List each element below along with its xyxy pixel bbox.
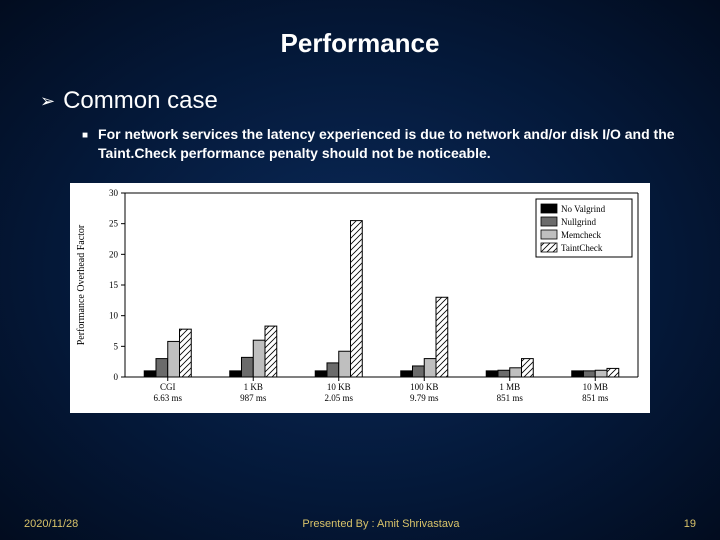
svg-text:15: 15 (109, 280, 119, 290)
performance-chart: 0 5 10 15 20 25 30 Performance Overhead Factor C… (70, 183, 650, 413)
square-bullet-icon: ■ (82, 125, 88, 145)
svg-text:CGI: CGI (160, 382, 176, 392)
svg-text:Nullgrind: Nullgrind (561, 217, 596, 227)
content-area: ➢ Common case ■ For network services the… (0, 59, 720, 413)
svg-text:10 KB: 10 KB (327, 382, 351, 392)
footer: 2020/11/28 Presented By : Amit Shrivasta… (0, 518, 720, 530)
svg-text:0: 0 (114, 372, 119, 382)
footer-date: 2020/11/28 (24, 518, 78, 530)
svg-text:TaintCheck: TaintCheck (561, 243, 603, 253)
svg-text:2.05 ms: 2.05 ms (324, 393, 353, 403)
svg-text:Memcheck: Memcheck (561, 230, 601, 240)
svg-text:9.79 ms: 9.79 ms (410, 393, 439, 403)
svg-text:No Valgrind: No Valgrind (561, 204, 606, 214)
bullet-heading: Common case (63, 87, 218, 115)
svg-text:6.63 ms: 6.63 ms (153, 393, 182, 403)
footer-pagenum: 19 (684, 518, 696, 530)
svg-text:25: 25 (109, 218, 119, 228)
svg-text:851 ms: 851 ms (497, 393, 524, 403)
svg-text:10: 10 (109, 310, 119, 320)
svg-text:1 MB: 1 MB (499, 382, 520, 392)
svg-text:30: 30 (109, 188, 119, 198)
chart-svg: 0 5 10 15 20 25 30 Performance Overhead Factor C… (70, 183, 650, 413)
svg-text:100 KB: 100 KB (410, 382, 438, 392)
bullet-level-1: ➢ Common case (40, 87, 680, 115)
svg-text:10 MB: 10 MB (583, 382, 608, 392)
svg-text:5: 5 (114, 341, 119, 351)
svg-text:Performance Overhead Factor: Performance Overhead Factor (76, 224, 87, 345)
arrow-icon: ➢ (40, 87, 55, 115)
bullet-body: For network services the latency experie… (98, 125, 680, 163)
svg-text:1 KB: 1 KB (244, 382, 263, 392)
footer-presenter: Presented By : Amit Shrivastava (78, 518, 684, 530)
svg-text:20: 20 (109, 249, 119, 259)
svg-text:987 ms: 987 ms (240, 393, 267, 403)
bullet-level-2: ■ For network services the latency exper… (82, 125, 680, 163)
svg-text:851 ms: 851 ms (582, 393, 609, 403)
slide-title: Performance (0, 0, 720, 59)
